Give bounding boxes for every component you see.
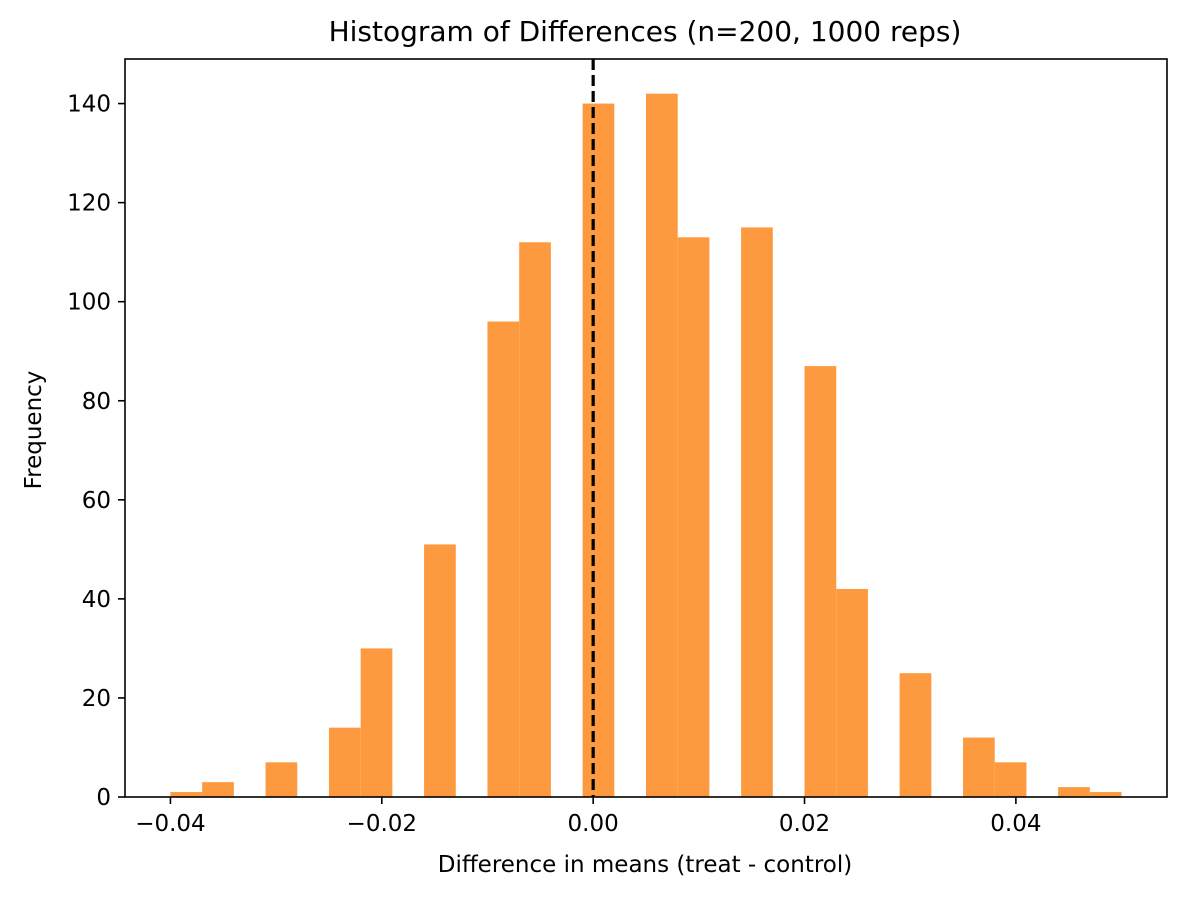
histogram-bar [265, 762, 298, 797]
y-tick-label: 60 [82, 488, 111, 514]
histogram-bar [519, 242, 551, 798]
chart-title: Histogram of Differences (n=200, 1000 re… [329, 15, 962, 48]
histogram-bar [963, 737, 995, 797]
y-tick-label: 140 [67, 92, 111, 118]
histogram-bar [677, 237, 710, 798]
x-tick-label: 0.00 [568, 811, 619, 837]
y-tick-label: 20 [82, 686, 111, 712]
y-axis-ticks: 0 20 40 60 80 100 120 140 [67, 92, 125, 811]
histogram-bar [836, 588, 868, 797]
y-tick-label: 0 [96, 785, 111, 811]
histogram-bar [424, 544, 456, 797]
y-tick-label: 100 [67, 290, 111, 316]
x-axis-label: Difference in means (treat - control) [438, 852, 853, 878]
histogram-bar [1089, 792, 1122, 797]
histogram-bar [646, 93, 678, 797]
histogram-bar [899, 673, 932, 797]
histogram-bar [487, 321, 520, 797]
histogram-bar [328, 727, 361, 797]
histogram-bar [741, 227, 773, 797]
y-tick-label: 120 [67, 191, 111, 217]
plot-frame [124, 58, 1168, 798]
y-tick-label: 40 [82, 587, 111, 613]
histogram-bar [360, 648, 393, 797]
x-axis-ticks: −0.04 −0.02 0.00 0.02 0.04 [135, 797, 1041, 837]
x-tick-label: −0.02 [347, 811, 417, 837]
histogram-bar [582, 103, 615, 798]
histogram-bar [994, 762, 1027, 797]
x-tick-label: −0.04 [135, 811, 205, 837]
bars-group [170, 93, 1122, 798]
histogram-bar [804, 366, 837, 797]
histogram-bar [1058, 787, 1090, 797]
histogram-bar [170, 792, 203, 797]
y-tick-label: 80 [82, 389, 111, 415]
y-axis-label: Frequency [21, 371, 47, 490]
x-tick-label: 0.04 [990, 811, 1041, 837]
x-tick-label: 0.02 [779, 811, 830, 837]
histogram-bar [202, 782, 234, 797]
